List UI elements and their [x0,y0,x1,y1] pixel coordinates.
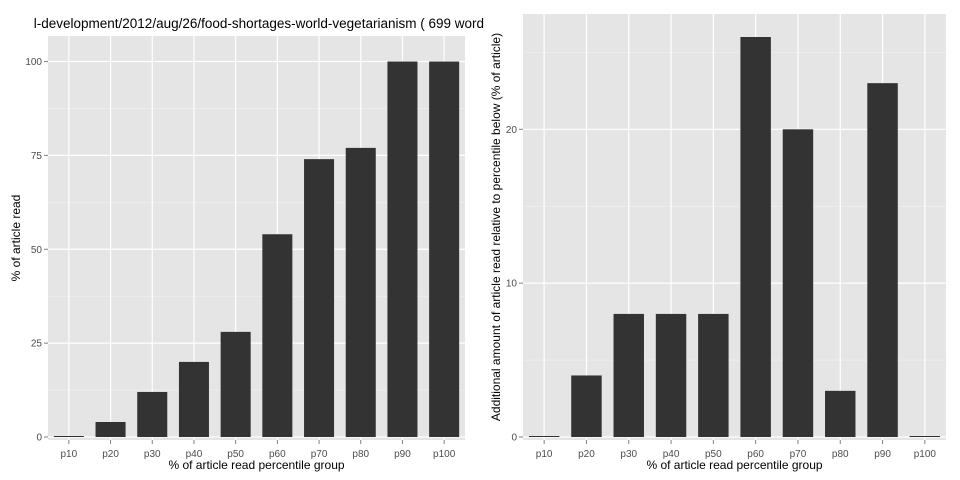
x-tick-label: p100 [433,449,456,460]
bar-p40 [178,361,209,437]
x-tick-label: p50 [705,449,722,460]
x-tick-label: p20 [578,449,595,460]
bar-p100 [429,61,460,438]
y-tick-label: 0 [36,433,42,444]
x-tick-label: p70 [311,449,328,460]
chart-panel-1: 0 25 50 75 100 p10 p20 p30 p40 p50 p60 p70 p80 p90 p10… [9,36,465,472]
bar-p10 [53,436,84,437]
y-tick-label: 25 [31,339,43,350]
bar-p20 [571,375,602,437]
x-tick-label: p80 [352,449,369,460]
x-tick-label: p60 [269,449,286,460]
bar-p50 [698,313,729,437]
page-title: l-development/2012/aug/26/food-shortages… [33,16,484,31]
x-axis-title: % of article read percentile group [168,458,344,472]
bar-p20 [95,421,126,437]
bar-p90 [387,61,418,438]
x-tick-label: p90 [394,449,411,460]
y-axis-title: % of article read [9,195,23,282]
x-tick-label: p90 [874,449,891,460]
x-axis-title: % of article read percentile group [646,458,822,472]
bar-p90 [867,83,898,438]
bar-p60 [740,37,771,437]
y-tick-label: 50 [31,245,43,256]
x-tick-label: p100 [914,449,937,460]
bar-p10 [528,436,560,437]
x-tick-label: p10 [61,449,78,460]
bar-p70 [304,159,335,437]
x-tick-label: p40 [663,449,680,460]
bar-p30 [137,391,168,437]
bar-p40 [655,313,687,437]
y-axis-title: Additional amount of article read relati… [489,33,503,421]
bar-p80 [825,390,856,437]
chart-panel-2: 0 10 20 p10 p20 p30 p40 p50 p60 p70 p80 p90 p100 % of… [489,14,946,472]
bar-p60 [262,234,293,437]
y-tick-label: 0 [511,433,517,444]
y-tick-label: 75 [31,151,43,162]
x-tick-label: p50 [227,449,244,460]
y-tick-label: 100 [25,57,42,68]
x-tick-label: p80 [832,449,849,460]
x-tick-label: p60 [747,449,764,460]
x-tick-label: p40 [186,449,203,460]
bar-p70 [782,129,814,438]
x-tick-label: p30 [144,449,161,460]
x-tick-label: p30 [620,449,637,460]
x-tick-label: p10 [536,449,553,460]
y-tick-label: 10 [506,279,518,290]
bar-p30 [613,313,644,437]
bar-p50 [220,331,251,437]
x-tick-label: p70 [790,449,807,460]
bar-p100 [909,436,941,437]
bar-p80 [345,147,376,438]
y-tick-label: 20 [506,125,518,136]
x-tick-label: p20 [102,449,119,460]
